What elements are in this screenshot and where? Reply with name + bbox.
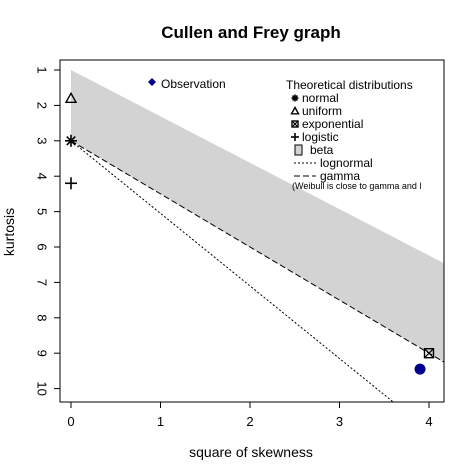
chart-title: Cullen and Frey graph xyxy=(161,23,340,42)
logistic-marker xyxy=(65,177,77,190)
y-tick-label: 5 xyxy=(35,208,50,215)
uniform-marker xyxy=(64,91,78,104)
observation-legend-marker xyxy=(148,78,156,86)
observation-point xyxy=(414,363,426,375)
legend-item-label: beta xyxy=(310,143,334,157)
x-axis-label: square of skewness xyxy=(189,444,313,460)
legend-note: (Weibull is close to gamma and l xyxy=(292,181,421,191)
legend-normal-marker xyxy=(291,94,299,102)
legend-item-label: exponential xyxy=(302,117,363,131)
y-tick-label: 3 xyxy=(35,137,50,144)
y-tick-label: 9 xyxy=(35,350,50,357)
legend: Theoretical distributions normaluniforme… xyxy=(286,78,421,191)
observation-legend-label: Observation xyxy=(161,77,226,91)
y-tick-label: 1 xyxy=(35,66,50,73)
y-tick-label: 4 xyxy=(35,173,50,180)
y-axis: 1 2 3 4 5 6 7 8 9 10 xyxy=(35,66,60,396)
legend-title: Theoretical distributions xyxy=(286,78,413,92)
legend-exponential-marker xyxy=(291,120,299,128)
y-tick-label: 2 xyxy=(35,102,50,109)
distribution-markers xyxy=(64,91,435,375)
x-tick-label: 3 xyxy=(336,414,343,429)
x-tick-label: 4 xyxy=(425,414,432,429)
y-tick-label: 10 xyxy=(35,381,50,395)
legend-item-label: logistic xyxy=(302,130,339,144)
observation-legend: Observation xyxy=(148,77,226,91)
legend-logistic-marker xyxy=(291,133,299,141)
legend-uniform-marker xyxy=(290,106,300,115)
y-tick-label: 7 xyxy=(35,279,50,286)
x-axis: 0 1 2 3 4 xyxy=(67,402,433,429)
y-axis-label: kurtosis xyxy=(1,208,17,256)
legend-item-label: lognormal xyxy=(320,156,373,170)
lognormal-line xyxy=(70,140,394,402)
legend-item-label: gamma xyxy=(320,169,360,183)
legend-beta-marker xyxy=(294,144,303,156)
normal-marker xyxy=(65,134,77,147)
plot-frame xyxy=(59,59,445,403)
x-tick-label: 0 xyxy=(67,414,74,429)
y-tick-label: 6 xyxy=(35,243,50,250)
y-tick-label: 8 xyxy=(35,314,50,321)
plot-area xyxy=(70,70,444,402)
legend-item-label: uniform xyxy=(302,104,342,118)
beta-region xyxy=(71,70,444,363)
x-tick-label: 1 xyxy=(157,414,164,429)
exponential-marker xyxy=(423,348,435,359)
gamma-line xyxy=(70,140,444,363)
legend-item-label: normal xyxy=(302,91,339,105)
x-tick-label: 2 xyxy=(246,414,253,429)
